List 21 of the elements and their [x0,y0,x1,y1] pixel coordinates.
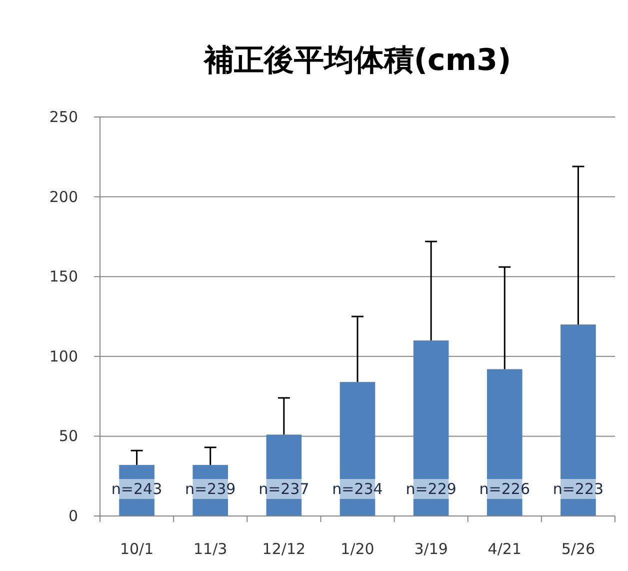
y-tick-label: 250 [49,108,78,126]
annotation: n=239 [185,480,236,498]
x-tick-label: 10/1 [120,540,154,558]
x-tick-label: 3/19 [414,540,448,558]
annotation: n=234 [332,480,383,498]
x-tick-label: 5/26 [561,540,596,558]
x-tick-label: 11/3 [194,540,228,558]
y-tick-label: 200 [49,188,78,206]
y-tick-label: 50 [58,427,78,446]
x-tick-label: 12/12 [262,540,306,558]
annotation: n=229 [406,480,456,498]
annotation: n=226 [479,480,530,498]
chart-title: 補正後平均体積(cm3) [202,43,512,78]
annotation: n=237 [258,480,310,498]
y-tick-label: 100 [49,347,78,366]
y-tick-label: 0 [68,507,78,525]
annotation: n=223 [552,480,604,498]
annotation: n=243 [111,480,162,498]
x-tick-label: 1/20 [340,540,374,558]
x-tick-label: 4/21 [488,540,522,558]
y-tick-label: 150 [49,268,78,286]
